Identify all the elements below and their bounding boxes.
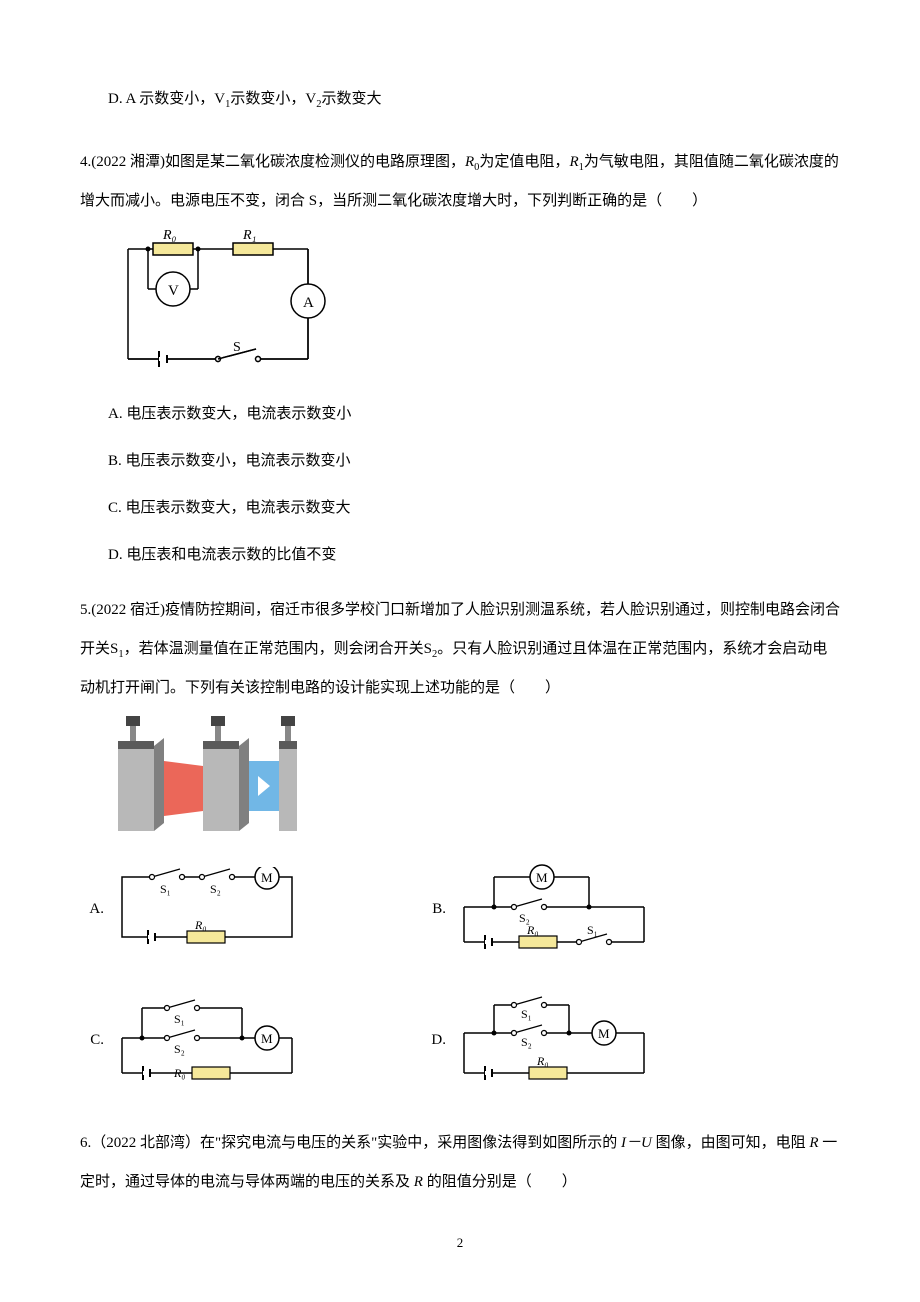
q4-stem: 4.(2022 湘潭)如图是某二氧化碳浓度检测仪的电路原理图，R0为定值电阻，R… — [80, 143, 840, 221]
svg-text:R₀: R₀ — [536, 1054, 549, 1068]
svg-text:M: M — [598, 1026, 610, 1041]
svg-text:R₁: R₁ — [242, 229, 256, 243]
svg-text:R₀: R₀ — [162, 229, 177, 243]
q5-optA-label: A. — [80, 890, 112, 929]
svg-text:S₁: S₁ — [160, 882, 171, 896]
q5-circuit-a: S₁ S₂ M R₀ — [112, 867, 302, 952]
q5-optB-label: B. — [422, 890, 454, 929]
q5-s2: S — [424, 641, 432, 657]
svg-text:A: A — [303, 295, 314, 311]
q4-r0: R — [465, 154, 474, 170]
q4-prefix: 4.(2022 湘潭)如图是某二氧化碳浓度检测仪的电路原理图， — [80, 154, 465, 170]
q5-circuit-b: M S₂ R₀ S₁ — [454, 862, 654, 957]
svg-text:S₁: S₁ — [587, 923, 598, 937]
q3-option-d: D. A 示数变小，V1示数变小，V2示数变大 — [80, 80, 840, 119]
q5-options-row1: A. S₁ S₂ M — [80, 862, 840, 973]
q6-stem: 6.（2022 北部湾）在"探究电流与电压的关系"实验中，采用图像法得到如图所示… — [80, 1124, 840, 1202]
q6-pre: 6.（2022 北部湾）在"探究电流与电压的关系"实验中，采用图像法得到如图所示… — [80, 1135, 621, 1151]
q6-r: R — [809, 1135, 818, 1151]
svg-text:S₂: S₂ — [521, 1035, 532, 1049]
q6-end: 的阻值分别是（ ） — [423, 1174, 577, 1190]
q3d-text-1: D. A 示数变小，V — [108, 91, 225, 107]
q3d-text-3: 示数变大 — [321, 91, 381, 107]
q5-option-b: B. M — [422, 862, 654, 957]
q4-option-d: D. 电压表和电流表示数的比值不变 — [80, 536, 840, 575]
q5-options-row2: C. — [80, 993, 840, 1104]
q4-option-a: A. 电压表示数变大，电流表示数变小 — [80, 395, 840, 434]
svg-text:R₀: R₀ — [194, 918, 207, 932]
q4-circuit-diagram: R₀ R₁ V A S — [108, 229, 840, 379]
page-number: 2 — [80, 1226, 840, 1260]
q5-circuit-d: S₁ S₂ M R₀ — [454, 993, 654, 1088]
svg-text:R₀: R₀ — [526, 923, 539, 937]
q5-option-c: C. — [80, 993, 302, 1088]
q5-option-d: D. — [422, 993, 654, 1088]
svg-text:S₁: S₁ — [174, 1012, 185, 1026]
q4-r1: R — [569, 154, 578, 170]
q5-circuit-c: S₁ S₂ M R₀ — [112, 993, 302, 1088]
q4-option-b: B. 电压表示数变小，电流表示数变小 — [80, 442, 840, 481]
q6-mid: 图像，由图可知，电阻 — [652, 1135, 810, 1151]
q6-r2: R — [414, 1174, 423, 1190]
q5-mid: ，若体温测量值在正常范围内，则会闭合开关 — [124, 641, 424, 657]
q5-optC-label: C. — [80, 1021, 112, 1060]
svg-text:S₂: S₂ — [174, 1042, 185, 1056]
q3d-text-2: 示数变小，V — [230, 91, 316, 107]
q4-mid1: 为定值电阻， — [479, 154, 569, 170]
turnstile-image — [108, 716, 840, 846]
svg-text:M: M — [261, 1031, 273, 1046]
svg-text:M: M — [261, 870, 273, 885]
svg-text:S₂: S₂ — [210, 882, 221, 896]
q4-option-c: C. 电压表示数变大，电流表示数变大 — [80, 489, 840, 528]
svg-text:M: M — [536, 870, 548, 885]
svg-text:V: V — [168, 283, 179, 299]
q5-option-a: A. S₁ S₂ M — [80, 862, 302, 957]
svg-text:R₀: R₀ — [173, 1066, 186, 1080]
q5-optD-label: D. — [422, 1021, 454, 1060]
svg-text:S₁: S₁ — [521, 1007, 532, 1021]
q5-stem: 5.(2022 宿迁)疫情防控期间，宿迁市很多学校门口新增加了人脸识别测温系统，… — [80, 591, 840, 708]
q6-iv: I－U — [621, 1135, 652, 1151]
